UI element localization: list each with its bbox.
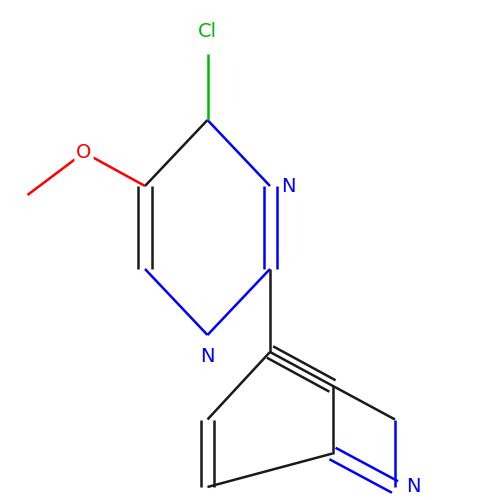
Text: N: N [200, 348, 215, 366]
Text: N: N [406, 478, 420, 496]
Text: N: N [281, 176, 295, 196]
Text: O: O [76, 143, 92, 162]
Text: Cl: Cl [198, 22, 217, 41]
